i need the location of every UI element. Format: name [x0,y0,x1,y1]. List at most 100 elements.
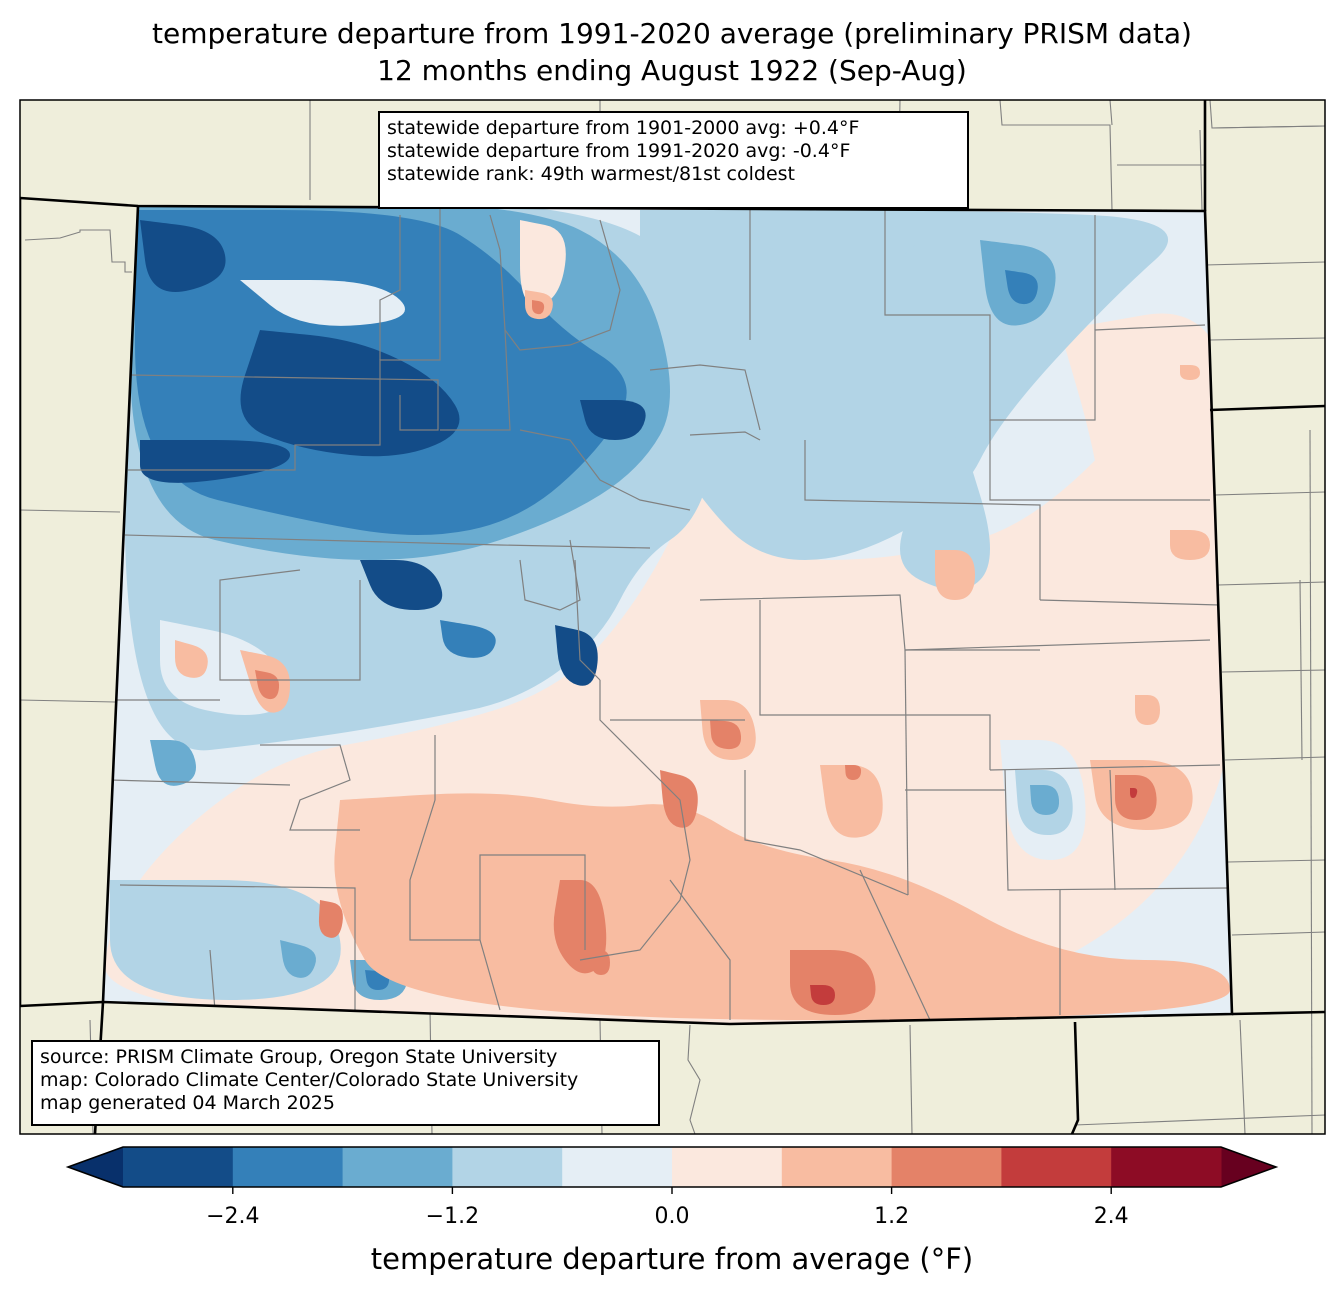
coldest-spot [140,220,226,292]
warm-spot [1180,365,1200,380]
county-border [759,600,991,770]
warm-spot [1135,695,1160,725]
warm-core [710,720,742,750]
colorbar-tick-label: −1.2 [425,1204,480,1229]
coldest-spot-sawatch [555,625,598,686]
light-pocket [240,280,405,326]
warm-spot-east [820,765,883,838]
neighbor-county-border [1227,859,1325,863]
county-border [904,649,909,896]
county-border [989,764,1221,771]
colorbar-tick-label: 0.0 [654,1204,690,1229]
neighbor-county-border [1199,129,1203,211]
generated-date-line: map generated 04 March 2025 [40,1092,335,1114]
county-border [574,559,601,681]
coldest-spot [360,560,443,610]
neighbor-county-border [1204,261,1325,266]
colorbar-tick-label: −2.4 [206,1204,260,1229]
county-border [479,939,501,1011]
county-border [127,374,439,431]
county-border [409,735,586,950]
neighbor-county-border [1211,125,1325,129]
neighbor-county-border [20,509,121,513]
cool-region-southwest [110,880,341,1000]
neighbor-county-border [20,699,116,703]
warm-spot [175,640,208,678]
cool-spot-core [1030,785,1060,815]
neighbor-county-border [999,100,1113,211]
county-border [1109,769,1116,891]
county-border [519,429,691,511]
county-border [744,770,909,896]
neighbor-county-border [1074,1114,1325,1126]
colorbar-segment [781,1147,893,1187]
county-border [440,329,511,431]
county-border [209,949,216,1011]
colorbar-segment [232,1147,344,1187]
county-border [119,884,356,1010]
warm-region-south [334,793,1230,1020]
stats-rank: statewide rank: 49th warmest/81st coldes… [387,163,796,185]
county-border [989,420,1210,501]
map-title: temperature departure from 1991-2020 ave… [152,17,1192,50]
county-border [379,215,401,360]
county-border [804,440,1041,600]
temperature-field [103,206,1232,1024]
state-border [1070,1021,1080,1134]
stats-departure-1901-2000: statewide departure from 1901-2000 avg: … [387,117,860,139]
coldest-spot [580,400,646,440]
colorbar-segment [1111,1147,1222,1187]
colorbar-outline [65,1146,1279,1188]
county-borders [109,206,1231,1021]
neighbor-county-border [1224,756,1325,761]
neighbor-county-border [1214,491,1325,496]
colorbar-over-extension [1221,1147,1276,1187]
state-border [1231,1010,1325,1016]
county-border [109,779,291,786]
county-border [489,214,621,351]
county-border [1004,769,1231,891]
cool-spot [280,940,316,978]
neighbor-county-border [1217,581,1325,586]
warm-spot [935,550,975,600]
source-line: source: PRISM Climate Group, Oregon Stat… [40,1046,558,1068]
cool-spot-core [1005,270,1038,305]
coldest-band [240,330,460,457]
neighbor-county-border [1109,100,1113,126]
county-border [859,869,931,1021]
state-border [1209,404,1325,412]
neighbor-county-border [687,1024,701,1134]
colorbar-segment [123,1147,234,1187]
colorbar-label: temperature departure from average (°F) [370,1242,974,1276]
colorbar-segment [1001,1147,1112,1187]
county-border [579,680,691,961]
colorbar-tick-label: 2.4 [1093,1204,1129,1229]
warm-core-north [532,300,545,315]
colorbar-segment [672,1147,783,1187]
warm-spot [1170,530,1210,560]
county-border [219,569,361,681]
cold-spot [440,620,496,658]
colorbar-tick-label: 1.2 [874,1204,910,1229]
hot-core [1130,788,1138,798]
county-border [689,431,761,441]
neighbor-county-border [909,1024,913,1134]
colorbar [65,1146,1279,1194]
cool-spot [150,740,196,786]
warm-core-southeast [1115,775,1157,820]
cool-region [880,320,993,420]
county-border [1039,599,1221,606]
coldest-band-west [140,440,290,483]
warm-pocket-north [520,220,566,306]
colorbar-under-extension [68,1147,123,1187]
neighbor-county-border [1209,337,1325,341]
map-frame [19,99,1326,1135]
county-border [699,594,1040,651]
county-border [128,206,441,471]
warm-core [845,765,862,780]
neighbor-county-border [1221,669,1325,673]
neighbor-county-border [24,229,132,273]
county-border [519,539,581,611]
neighbor-county-border [1239,1019,1246,1134]
